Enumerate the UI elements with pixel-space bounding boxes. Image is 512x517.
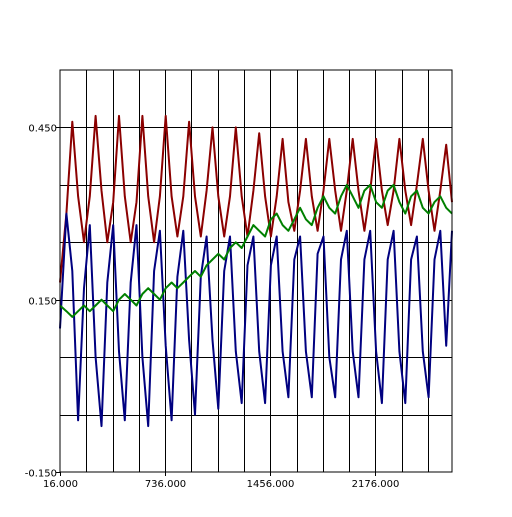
series-lines (59, 114, 453, 428)
y-tick-label: -0.150 (25, 469, 57, 480)
y-tick-label: 0.150 (28, 297, 57, 308)
y-tick-label: 0.450 (28, 124, 57, 135)
x-tick-label: 736.000 (145, 479, 186, 490)
plot-frame (59, 69, 453, 473)
series-line-1 (59, 114, 453, 283)
series-line-3 (59, 183, 453, 318)
x-tick-label: 2176.000 (352, 479, 400, 490)
series-line-2 (59, 212, 453, 428)
x-tick-label: 1456.000 (247, 479, 295, 490)
x-tick-label: 16.000 (43, 479, 78, 490)
